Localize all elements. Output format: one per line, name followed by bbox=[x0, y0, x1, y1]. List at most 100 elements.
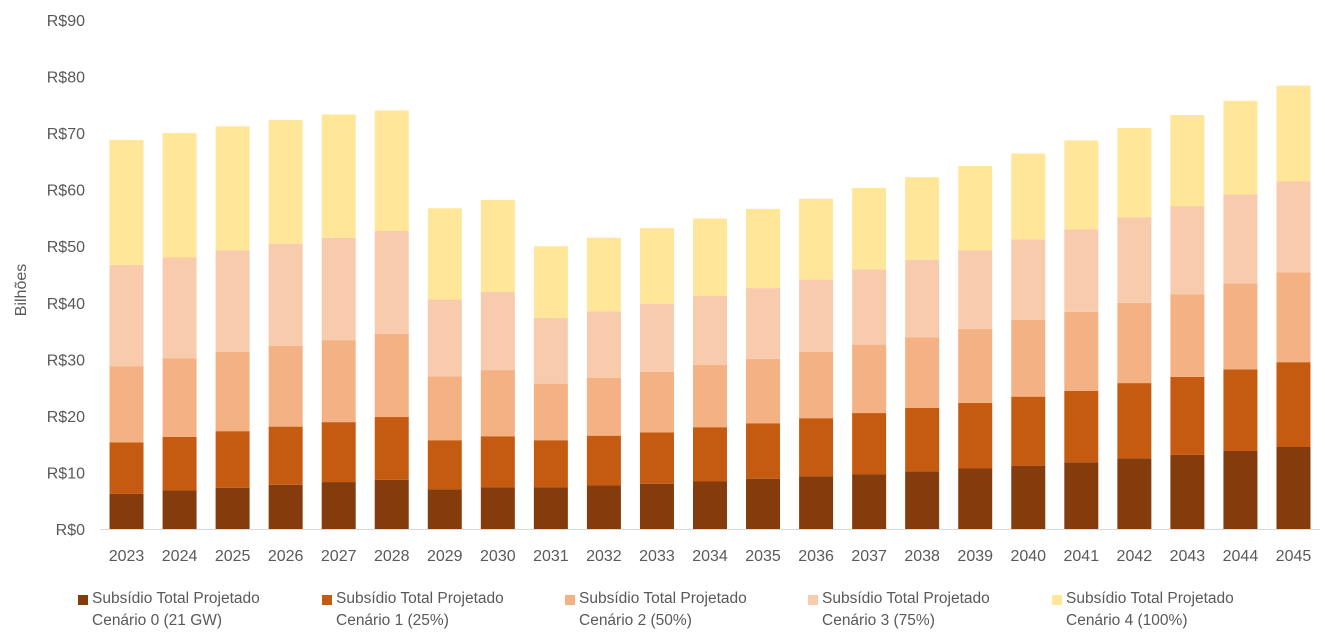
bar-segment-2032-series-4 bbox=[586, 237, 621, 312]
bar-segment-2024-series-2 bbox=[162, 358, 197, 437]
bar-segment-2027-series-2 bbox=[321, 340, 356, 423]
x-axis: 2023 2024 2025 2026 2027 2028 2029 2030 2031 2032… bbox=[109, 548, 1312, 565]
bar-segment-2031-series-2 bbox=[533, 383, 568, 441]
legend-item-1: Subsídio Total Projetado Cenário 1 (25%) bbox=[322, 588, 504, 632]
bar-segment-2032-series-0 bbox=[586, 485, 621, 529]
bar-segment-2032-series-3 bbox=[586, 311, 621, 378]
bar-segment-2041-series-4 bbox=[1064, 140, 1099, 230]
bar-segment-2030-series-4 bbox=[480, 199, 515, 293]
legend: Subsídio Total Projetado Cenário 0 (21 GW… bbox=[0, 588, 1325, 635]
legend-swatch bbox=[78, 595, 88, 605]
x-tick-label: 2037 bbox=[851, 548, 887, 565]
x-tick-label: 2044 bbox=[1223, 548, 1259, 565]
bar-segment-2029-series-1 bbox=[427, 440, 462, 490]
legend-label-line: Cenário 2 (50%) bbox=[579, 612, 692, 629]
legend-item-2: Subsídio Total Projetado Cenário 2 (50%) bbox=[565, 588, 747, 632]
y-tick-label: R$0 bbox=[56, 522, 85, 539]
bar-segment-2042-series-3 bbox=[1117, 217, 1152, 303]
x-tick-label: 2035 bbox=[745, 548, 781, 565]
x-tick-label: 2040 bbox=[1010, 548, 1046, 565]
bar-segment-2035-series-4 bbox=[746, 208, 781, 289]
bar-segment-2030-series-2 bbox=[480, 370, 515, 437]
bar-segment-2040-series-0 bbox=[1011, 465, 1046, 529]
bar-segment-2024-series-0 bbox=[162, 490, 197, 529]
bar-segment-2033-series-4 bbox=[639, 228, 674, 304]
bar-segment-2023-series-1 bbox=[109, 442, 144, 494]
bar-segment-2026-series-3 bbox=[268, 243, 303, 346]
legend-item-4: Subsídio Total Projetado Cenário 4 (100%) bbox=[1052, 588, 1234, 632]
bar-segment-2043-series-2 bbox=[1170, 294, 1205, 377]
legend-label-line: Subsídio Total Projetado bbox=[822, 590, 990, 607]
bar-segment-2032-series-2 bbox=[586, 378, 621, 436]
bar-segment-2030-series-0 bbox=[480, 487, 515, 529]
x-tick-label: 2039 bbox=[957, 548, 993, 565]
bar-segment-2036-series-4 bbox=[799, 198, 834, 280]
bar-segment-2028-series-0 bbox=[374, 479, 409, 529]
bar-segment-2023-series-2 bbox=[109, 366, 144, 443]
legend-item-0: Subsídio Total Projetado Cenário 0 (21 GW… bbox=[78, 588, 260, 632]
bar-segment-2036-series-2 bbox=[799, 351, 834, 419]
bar-segment-2040-series-2 bbox=[1011, 319, 1046, 397]
bar-segment-2033-series-3 bbox=[639, 303, 674, 372]
bar-segment-2030-series-1 bbox=[480, 436, 515, 488]
bar-segment-2041-series-2 bbox=[1064, 311, 1099, 392]
x-tick-label: 2025 bbox=[215, 548, 251, 565]
bar-segment-2028-series-1 bbox=[374, 417, 409, 480]
bar-segment-2039-series-4 bbox=[958, 165, 993, 251]
bar-segment-2045-series-0 bbox=[1276, 446, 1311, 529]
bar-segment-2035-series-2 bbox=[746, 358, 781, 424]
legend-label-line: Cenário 3 (75%) bbox=[822, 612, 935, 629]
bar-segment-2038-series-2 bbox=[905, 337, 940, 408]
bar-segment-2030-series-3 bbox=[480, 292, 515, 371]
legend-label: Subsídio Total Projetado Cenário 3 (75%) bbox=[822, 588, 990, 632]
bar-segment-2023-series-0 bbox=[109, 493, 144, 529]
bar-segment-2024-series-4 bbox=[162, 133, 197, 258]
bar-segment-2033-series-0 bbox=[639, 483, 674, 529]
legend-swatch bbox=[808, 595, 818, 605]
bar-segment-2045-series-2 bbox=[1276, 272, 1311, 363]
bar-segment-2028-series-3 bbox=[374, 230, 409, 334]
y-tick-label: R$20 bbox=[47, 409, 85, 426]
bar-segment-2035-series-1 bbox=[746, 423, 781, 479]
x-tick-label: 2033 bbox=[639, 548, 675, 565]
bar-segment-2043-series-0 bbox=[1170, 454, 1205, 529]
legend-label-line: Subsídio Total Projetado bbox=[336, 590, 504, 607]
y-axis-title: Bilhões bbox=[13, 264, 30, 316]
bar-segment-2039-series-2 bbox=[958, 328, 993, 403]
bar-segment-2044-series-3 bbox=[1223, 194, 1258, 284]
bar-segment-2042-series-0 bbox=[1117, 458, 1152, 529]
bar-segment-2025-series-4 bbox=[215, 126, 250, 251]
legend-swatch bbox=[565, 595, 575, 605]
x-tick-label: 2024 bbox=[162, 548, 198, 565]
bar-segment-2028-series-4 bbox=[374, 110, 409, 231]
bar-segment-2023-series-4 bbox=[109, 139, 144, 265]
bar-segment-2025-series-1 bbox=[215, 431, 250, 488]
bar-segment-2036-series-1 bbox=[799, 418, 834, 477]
bar-segment-2037-series-2 bbox=[852, 344, 887, 414]
bar-segment-2045-series-3 bbox=[1276, 181, 1311, 273]
bar-segment-2043-series-3 bbox=[1170, 206, 1205, 295]
bar-segment-2035-series-0 bbox=[746, 478, 781, 529]
bar-segment-2023-series-3 bbox=[109, 264, 144, 367]
bar-segment-2026-series-4 bbox=[268, 120, 303, 244]
x-tick-label: 2028 bbox=[374, 548, 410, 565]
bar-segment-2036-series-0 bbox=[799, 476, 834, 529]
bar-segment-2044-series-1 bbox=[1223, 369, 1258, 451]
y-tick-label: R$90 bbox=[47, 13, 85, 30]
bar-segment-2039-series-0 bbox=[958, 468, 993, 529]
bar-segment-2031-series-3 bbox=[533, 318, 568, 384]
bar-segment-2038-series-3 bbox=[905, 259, 940, 338]
bar-segment-2027-series-3 bbox=[321, 237, 356, 341]
bar-segment-2037-series-1 bbox=[852, 413, 887, 475]
bar-segment-2038-series-4 bbox=[905, 177, 940, 260]
bar-segment-2044-series-4 bbox=[1223, 100, 1258, 195]
bar-segment-2029-series-2 bbox=[427, 376, 462, 441]
y-tick-label: R$70 bbox=[47, 126, 85, 143]
x-tick-label: 2029 bbox=[427, 548, 463, 565]
bar-segment-2034-series-2 bbox=[693, 364, 727, 428]
bar-segment-2026-series-2 bbox=[268, 345, 303, 427]
bar-segment-2041-series-1 bbox=[1064, 391, 1099, 463]
bar-segment-2043-series-1 bbox=[1170, 376, 1205, 455]
y-axis: R$0 R$10 R$20 R$30 R$40 R$50 R$60 R$70 R$80 R$90 bbox=[47, 13, 85, 539]
